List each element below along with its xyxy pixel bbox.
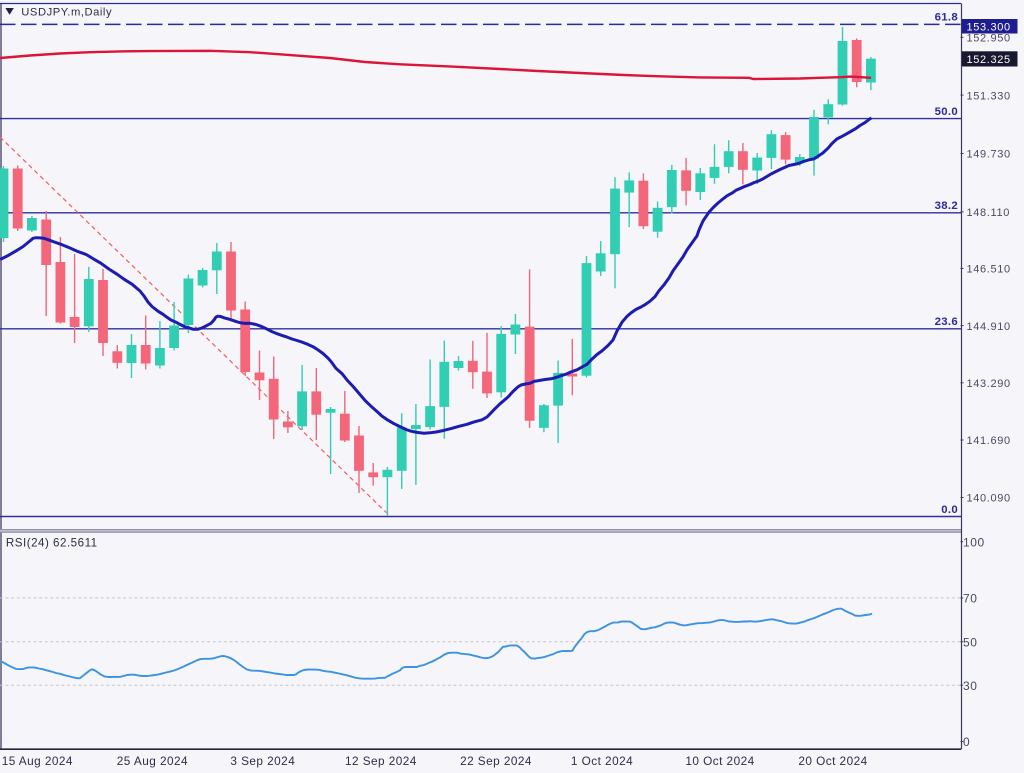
svg-text:140.090: 140.090 xyxy=(967,493,1011,505)
svg-text:152.325: 152.325 xyxy=(967,54,1011,66)
svg-text:12 Sep 2024: 12 Sep 2024 xyxy=(345,754,417,768)
svg-text:25 Aug 2024: 25 Aug 2024 xyxy=(117,754,188,768)
svg-text:100: 100 xyxy=(963,535,985,549)
svg-text:151.330: 151.330 xyxy=(967,90,1011,102)
svg-text:50.0: 50.0 xyxy=(935,106,958,118)
svg-text:0.0: 0.0 xyxy=(941,504,958,516)
svg-text:RSI(24) 62.5611: RSI(24) 62.5611 xyxy=(6,536,98,549)
svg-text:30: 30 xyxy=(963,679,977,693)
svg-text:22 Sep 2024: 22 Sep 2024 xyxy=(460,754,532,768)
svg-text:61.8: 61.8 xyxy=(935,12,958,24)
svg-text:149.730: 149.730 xyxy=(967,149,1011,161)
svg-text:USDJPY.m,Daily: USDJPY.m,Daily xyxy=(21,6,112,18)
svg-text:148.110: 148.110 xyxy=(967,207,1011,219)
svg-text:143.290: 143.290 xyxy=(967,378,1011,390)
svg-text:3 Sep 2024: 3 Sep 2024 xyxy=(230,754,295,768)
svg-text:152.950: 152.950 xyxy=(967,33,1011,45)
svg-text:15 Aug 2024: 15 Aug 2024 xyxy=(2,754,73,768)
svg-text:20 Oct 2024: 20 Oct 2024 xyxy=(798,754,867,768)
svg-text:141.690: 141.690 xyxy=(967,435,1011,447)
svg-text:50: 50 xyxy=(963,636,977,650)
svg-text:144.910: 144.910 xyxy=(967,321,1011,333)
svg-text:153.300: 153.300 xyxy=(967,22,1011,34)
svg-text:23.6: 23.6 xyxy=(935,316,958,328)
svg-text:146.510: 146.510 xyxy=(967,264,1011,276)
svg-text:38.2: 38.2 xyxy=(935,200,958,212)
svg-text:0: 0 xyxy=(963,735,970,749)
svg-text:70: 70 xyxy=(963,591,977,605)
svg-text:10 Oct 2024: 10 Oct 2024 xyxy=(685,754,754,768)
svg-text:1 Oct 2024: 1 Oct 2024 xyxy=(571,754,633,768)
